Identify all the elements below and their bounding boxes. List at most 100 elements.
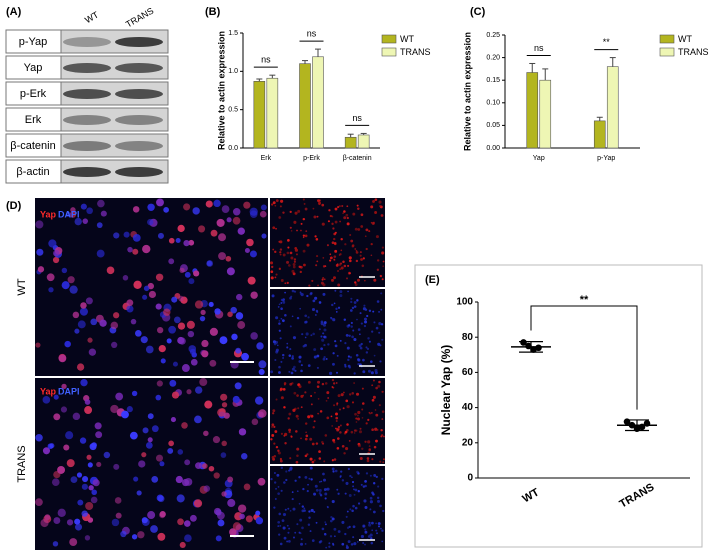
cell bbox=[358, 430, 363, 434]
cell bbox=[313, 510, 316, 513]
cell bbox=[357, 490, 360, 493]
cell bbox=[167, 447, 174, 454]
cell bbox=[296, 229, 298, 232]
cell bbox=[90, 318, 98, 326]
cell bbox=[343, 264, 347, 268]
cell bbox=[278, 533, 281, 536]
cell bbox=[375, 475, 378, 479]
cell bbox=[359, 346, 363, 350]
cell bbox=[302, 198, 305, 201]
cell bbox=[338, 408, 342, 411]
cell bbox=[374, 211, 378, 214]
cell bbox=[325, 546, 328, 549]
cell bbox=[206, 260, 212, 266]
cell bbox=[340, 470, 343, 473]
blot-strip bbox=[60, 81, 169, 106]
cell bbox=[129, 431, 138, 440]
cell bbox=[51, 478, 60, 486]
cell bbox=[237, 321, 246, 329]
cell bbox=[334, 289, 337, 292]
cell bbox=[343, 216, 347, 220]
cell bbox=[235, 312, 244, 320]
cell bbox=[289, 457, 292, 460]
cell bbox=[184, 271, 191, 278]
cell bbox=[287, 507, 290, 510]
cell bbox=[331, 425, 334, 427]
cell bbox=[293, 260, 297, 263]
error-bar bbox=[529, 62, 536, 73]
cell bbox=[273, 342, 277, 346]
cell bbox=[57, 508, 66, 517]
cell bbox=[177, 224, 185, 233]
cell bbox=[275, 199, 279, 203]
y-tick-label: 20 bbox=[462, 437, 474, 448]
cell bbox=[286, 251, 290, 255]
cell bbox=[357, 207, 360, 210]
bar bbox=[357, 134, 370, 149]
cell bbox=[324, 492, 328, 496]
cell bbox=[76, 363, 85, 371]
cell bbox=[323, 355, 326, 359]
cell bbox=[351, 335, 354, 339]
cell bbox=[313, 420, 316, 423]
cell bbox=[360, 322, 363, 325]
cell bbox=[328, 209, 331, 212]
cell bbox=[337, 394, 341, 398]
cell bbox=[202, 463, 208, 469]
cell bbox=[163, 308, 171, 316]
cell bbox=[277, 306, 280, 308]
cell bbox=[278, 512, 282, 516]
cell bbox=[291, 367, 295, 371]
cell bbox=[280, 317, 283, 320]
cell bbox=[243, 201, 251, 209]
significance-bracket bbox=[530, 305, 638, 410]
cell bbox=[284, 442, 287, 445]
cell bbox=[271, 265, 274, 269]
cell bbox=[270, 478, 273, 481]
cell bbox=[286, 346, 289, 349]
cell bbox=[318, 540, 322, 544]
cell bbox=[289, 296, 292, 300]
cell bbox=[304, 437, 308, 441]
cell bbox=[370, 360, 373, 363]
cell bbox=[316, 385, 320, 388]
cell bbox=[311, 279, 314, 282]
cell bbox=[351, 392, 354, 395]
cell bbox=[271, 294, 275, 298]
cell bbox=[175, 238, 181, 244]
cell bbox=[295, 460, 299, 464]
cell bbox=[353, 305, 357, 308]
cell bbox=[283, 383, 286, 386]
cell bbox=[85, 297, 93, 305]
cell bbox=[302, 236, 305, 239]
cell bbox=[280, 396, 284, 400]
cell bbox=[157, 232, 164, 239]
cell bbox=[65, 211, 72, 218]
cell bbox=[371, 330, 374, 333]
cell bbox=[91, 442, 97, 449]
cell bbox=[285, 470, 288, 473]
cell bbox=[272, 201, 276, 205]
lane-label: TRANS bbox=[124, 5, 155, 29]
cell bbox=[349, 234, 352, 237]
cell bbox=[275, 445, 279, 449]
cell bbox=[343, 318, 347, 321]
cell bbox=[201, 350, 209, 358]
cell bbox=[381, 410, 385, 413]
cell bbox=[259, 210, 267, 218]
cell bbox=[188, 345, 197, 353]
error-bar bbox=[256, 78, 263, 82]
cell bbox=[329, 519, 333, 523]
cell bbox=[379, 344, 382, 347]
cell bbox=[358, 344, 362, 348]
cell bbox=[65, 431, 74, 440]
cell bbox=[316, 215, 319, 218]
cell bbox=[309, 457, 313, 461]
cell bbox=[344, 342, 347, 345]
cell bbox=[383, 435, 385, 438]
cell bbox=[339, 424, 342, 427]
cell bbox=[380, 429, 383, 432]
cell bbox=[315, 442, 319, 445]
cell bbox=[342, 260, 345, 264]
cell bbox=[379, 205, 382, 208]
